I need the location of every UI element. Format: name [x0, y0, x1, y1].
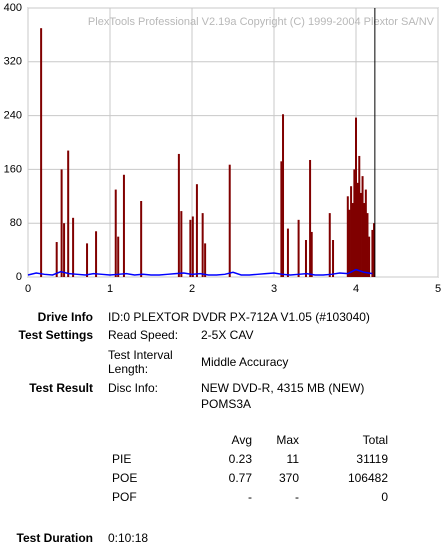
bar	[346, 196, 349, 277]
bar	[373, 223, 376, 277]
bar	[117, 236, 120, 277]
y-tick-label: 0	[16, 271, 22, 283]
bar	[204, 243, 207, 277]
bar	[177, 153, 180, 277]
bar	[67, 150, 70, 277]
y-tick-label: 400	[4, 2, 22, 14]
bar	[353, 169, 356, 277]
bar	[286, 228, 289, 277]
value: ID:0 PLEXTOR DVDR PX-712A V1.05 (#103040…	[108, 310, 370, 324]
row-label: POE	[112, 471, 138, 485]
label: Test Interval	[108, 348, 173, 362]
bar	[280, 161, 283, 277]
x-tick-label: 0	[25, 283, 31, 295]
value: POMS3A	[201, 397, 252, 411]
label: Drive Info	[37, 310, 93, 324]
bar	[359, 192, 362, 277]
bar	[363, 203, 366, 277]
cell: 370	[278, 471, 299, 485]
bar	[351, 203, 354, 277]
chart: 0 80 160 240 320 400 0 1 2 3 4 5 PlexTools Professio…	[4, 2, 441, 295]
line	[27, 268, 373, 276]
cell: 106482	[347, 471, 388, 485]
bar	[140, 201, 143, 277]
bar	[63, 223, 66, 277]
label: Test Settings	[18, 328, 93, 342]
bar	[304, 240, 307, 277]
bar	[191, 216, 194, 277]
bar	[371, 229, 374, 277]
bar	[297, 219, 300, 277]
label: Disc Info:	[108, 381, 159, 395]
x-tick-label: 3	[271, 283, 277, 295]
label: Test Duration	[16, 531, 93, 545]
y-tick-label: 160	[4, 163, 22, 175]
row-label: PIE	[112, 452, 132, 466]
cell: -	[248, 490, 252, 504]
y-tick-label: 320	[4, 56, 22, 68]
bar	[86, 243, 89, 277]
bar	[189, 219, 192, 277]
x-tick-label: 4	[353, 283, 359, 295]
bar	[364, 189, 367, 277]
x-tick-label: 2	[189, 283, 195, 295]
bar	[282, 114, 285, 277]
column-header: Max	[276, 433, 299, 447]
label: Read Speed:	[108, 328, 179, 342]
bar	[361, 176, 364, 277]
bar	[350, 186, 353, 277]
bar	[348, 209, 351, 277]
cell: 0	[381, 490, 388, 504]
x-tick-label: 1	[107, 283, 113, 295]
bar	[40, 28, 43, 277]
cell: 0.77	[228, 471, 252, 485]
value: 0:10:18	[108, 531, 149, 545]
bar	[355, 117, 357, 278]
x-tick-label: 5	[435, 283, 441, 295]
label: Test Result	[29, 381, 93, 395]
bar	[72, 217, 75, 277]
value: NEW DVD-R, 4315 MB (NEW)	[201, 381, 365, 395]
column-header: Avg	[231, 433, 252, 447]
cell: 0.23	[228, 452, 252, 466]
y-tick-label: 80	[10, 217, 22, 229]
bar	[309, 159, 312, 277]
bar	[122, 174, 125, 277]
bar	[114, 189, 117, 277]
value: 2-5X CAV	[201, 328, 254, 342]
label: Length:	[108, 362, 149, 376]
chart-title: PlexTools Professional V2.19a Copyright …	[88, 16, 435, 28]
bar	[310, 231, 313, 277]
bar	[195, 184, 198, 277]
bar	[356, 182, 359, 277]
value: Middle Accuracy	[201, 355, 289, 369]
bar	[368, 236, 371, 277]
cell: 11	[286, 452, 299, 466]
plot-area	[27, 7, 439, 278]
bar	[366, 213, 369, 277]
cell: 31119	[356, 452, 388, 466]
bar	[60, 169, 63, 277]
bar	[228, 164, 231, 277]
bar	[201, 213, 204, 277]
cell: -	[295, 490, 299, 504]
column-header: Total	[362, 433, 388, 447]
bar	[328, 213, 331, 277]
bar	[180, 211, 183, 277]
row-label: POF	[112, 490, 137, 504]
bar	[332, 240, 335, 277]
bar	[358, 155, 361, 277]
bar	[55, 242, 58, 277]
y-tick-label: 240	[4, 110, 22, 122]
bar	[95, 231, 98, 277]
